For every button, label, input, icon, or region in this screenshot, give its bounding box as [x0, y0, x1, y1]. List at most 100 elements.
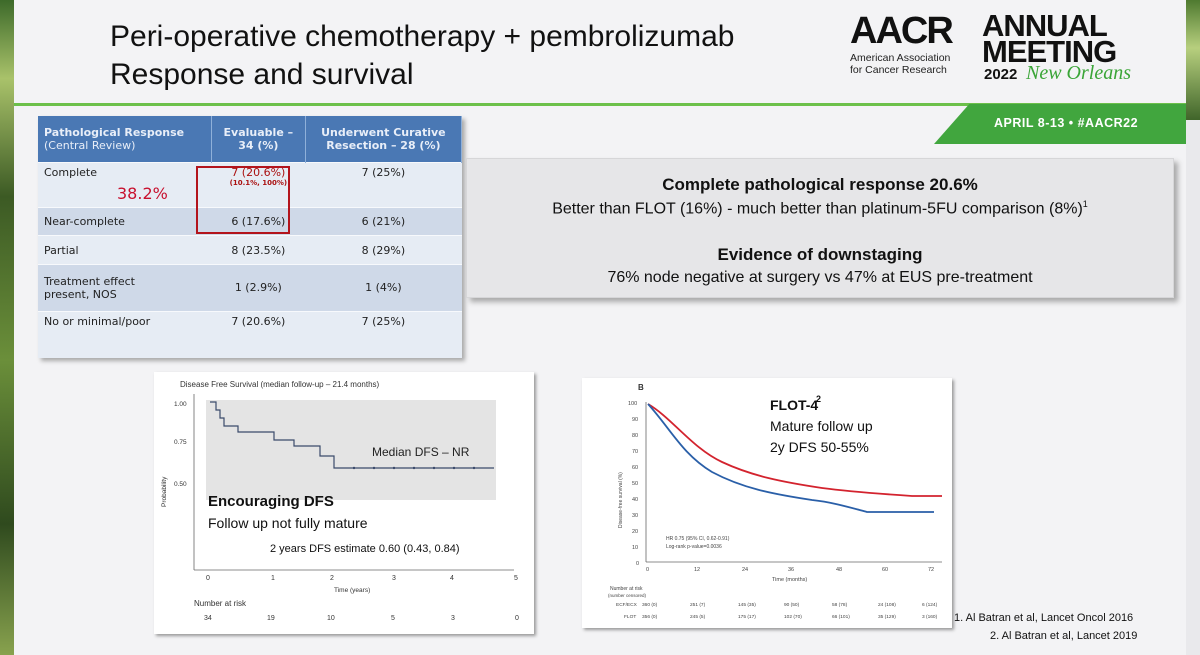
km-left-title: Disease Free Survival (median follow-up …: [180, 380, 380, 389]
pathological-response-table: Pathological Response (Central Review) Ev…: [38, 116, 463, 358]
presentation-slide: Peri-operative chemotherapy + pembrolizu…: [14, 0, 1186, 655]
encouraging-dfs: Encouraging DFS: [208, 493, 334, 510]
summary-line2: Better than FLOT (16%) - much better tha…: [552, 199, 1088, 218]
svg-text:19: 19: [267, 615, 275, 622]
svg-text:36: 36: [788, 567, 794, 573]
row-evaluable: 1 (2.9%): [211, 263, 306, 312]
svg-text:35 (129): 35 (129): [878, 614, 896, 620]
svg-text:1.00: 1.00: [174, 401, 187, 408]
dates-banner: APRIL 8-13 • #AACR22: [934, 104, 1186, 144]
svg-text:90 (50): 90 (50): [784, 602, 800, 608]
svg-text:Disease-free survival (%): Disease-free survival (%): [618, 472, 624, 528]
svg-text:12: 12: [694, 567, 700, 573]
svg-text:90: 90: [632, 417, 638, 423]
svg-text:FLOT: FLOT: [624, 614, 636, 620]
svg-text:50: 50: [632, 481, 638, 487]
flot4-title: FLOT-4: [770, 397, 818, 413]
svg-text:20: 20: [632, 529, 638, 535]
flot4-kaplan-meier-plot: B 100 90 80 70 60 50 40 30 20 10 0 Disea…: [582, 378, 952, 628]
meeting-text: MEETING: [982, 34, 1117, 69]
title-divider: [14, 103, 1186, 106]
svg-text:102 (70): 102 (70): [784, 614, 802, 620]
row-evaluable: 8 (23.5%): [211, 235, 306, 265]
svg-text:0.75: 0.75: [174, 439, 187, 446]
flot4-line1: Mature follow up: [770, 418, 873, 434]
svg-text:4: 4: [450, 575, 454, 582]
svg-text:356 (0): 356 (0): [642, 614, 658, 620]
highlight-box: [196, 166, 290, 234]
header-evaluable: Evaluable –34 (%): [211, 116, 306, 163]
svg-text:100: 100: [628, 401, 637, 407]
flot4-line2: 2y DFS 50-55%: [770, 439, 869, 455]
svg-text:175 (17): 175 (17): [738, 614, 756, 620]
dfs-curve: [210, 401, 494, 469]
svg-text:Probability: Probability: [161, 476, 168, 507]
svg-text:3: 3: [392, 575, 396, 582]
svg-text:1: 1: [271, 575, 275, 582]
svg-text:ECF/ECX: ECF/ECX: [616, 602, 638, 608]
svg-text:0: 0: [636, 561, 639, 567]
svg-text:0: 0: [515, 615, 519, 622]
median-dfs-label: Median DFS – NR: [372, 445, 470, 459]
follow-up-note: Follow up not fully mature: [208, 515, 368, 531]
svg-text:360 (0): 360 (0): [642, 602, 658, 608]
svg-text:60: 60: [882, 567, 888, 573]
svg-text:70: 70: [632, 449, 638, 455]
slide-title-line1: Peri-operative chemotherapy + pembrolizu…: [110, 20, 735, 53]
svg-text:24: 24: [742, 567, 748, 573]
svg-text:58 (78): 58 (78): [832, 602, 848, 608]
row-evaluable: 7 (20.6%): [211, 311, 306, 358]
header-resection: Underwent Curative Resection – 28 (%): [305, 116, 463, 163]
svg-text:60: 60: [632, 465, 638, 471]
svg-text:HR 0.75 (95% CI, 0.62-0.91): HR 0.75 (95% CI, 0.62-0.91): [666, 536, 730, 542]
svg-text:Log-rank p-value=0.0036: Log-rank p-value=0.0036: [666, 544, 722, 550]
row-resection: 1 (4%): [305, 263, 462, 312]
combined-response-percent: 38.2%: [117, 184, 168, 203]
table-header-row: Pathological Response (Central Review) Ev…: [38, 116, 463, 163]
meeting-city: New Orleans: [1026, 62, 1131, 84]
svg-text:6 (124): 6 (124): [922, 602, 938, 608]
aacr-org-line1: American Association: [850, 52, 951, 64]
summary-line3: Evidence of downstaging: [717, 245, 923, 264]
risk-table-title: Number at risk: [194, 599, 247, 608]
reference-1: 1. Al Batran et al, Lancet Oncol 2016: [954, 612, 1134, 624]
svg-text:66 (101): 66 (101): [832, 614, 850, 620]
svg-text:3 (160): 3 (160): [922, 614, 938, 620]
header-response: Pathological Response (Central Review): [38, 116, 212, 163]
table-row: Partial 8 (23.5%) 8 (29%): [38, 235, 462, 265]
row-resection: 8 (29%): [305, 235, 462, 265]
svg-text:245 (5): 245 (5): [690, 614, 706, 620]
svg-text:10: 10: [632, 545, 638, 551]
reference-2: 2. Al Batran et al, Lancet 2019: [990, 630, 1138, 642]
svg-text:B: B: [638, 383, 644, 392]
row-resection: 6 (21%): [305, 206, 462, 236]
dfs-estimate: 2 years DFS estimate 0.60 (0.43, 0.84): [270, 543, 460, 555]
row-label: Partial: [38, 235, 212, 265]
flot-curve: [647, 403, 942, 497]
summary-line4: 76% node negative at surgery vs 47% at E…: [607, 269, 1033, 286]
svg-text:0: 0: [646, 567, 649, 573]
table-row: No or minimal/poor 7 (20.6%) 7 (25%): [38, 311, 462, 358]
row-label: No or minimal/poor: [38, 311, 212, 358]
dates-text: APRIL 8-13 • #AACR22: [994, 116, 1139, 130]
svg-text:2: 2: [330, 575, 334, 582]
slide-title-line2: Response and survival: [110, 58, 414, 91]
row-label: Complete: [38, 162, 212, 208]
annual-text: ANNUAL: [982, 8, 1108, 43]
ecf-curve: [647, 403, 934, 513]
row-label: Treatment effect present, NOS: [38, 263, 212, 312]
svg-text:0.50: 0.50: [174, 481, 187, 488]
summary-box: Complete pathological response 20.6% Bet…: [466, 158, 1174, 298]
svg-text:Number at risk: Number at risk: [610, 586, 643, 592]
svg-text:72: 72: [928, 567, 934, 573]
row-label: Near-complete: [38, 206, 212, 236]
svg-text:34: 34: [204, 615, 212, 622]
aacr-logo: AACR American Association for Cancer Res…: [850, 6, 1150, 102]
svg-text:251 (7): 251 (7): [690, 602, 706, 608]
svg-text:145 (35): 145 (35): [738, 602, 756, 608]
table-row: Treatment effect present, NOS 1 (2.9%) 1 …: [38, 263, 462, 312]
svg-text:48: 48: [836, 567, 842, 573]
svg-text:0: 0: [206, 575, 210, 582]
svg-text:Time (months): Time (months): [772, 577, 807, 583]
svg-text:80: 80: [632, 433, 638, 439]
